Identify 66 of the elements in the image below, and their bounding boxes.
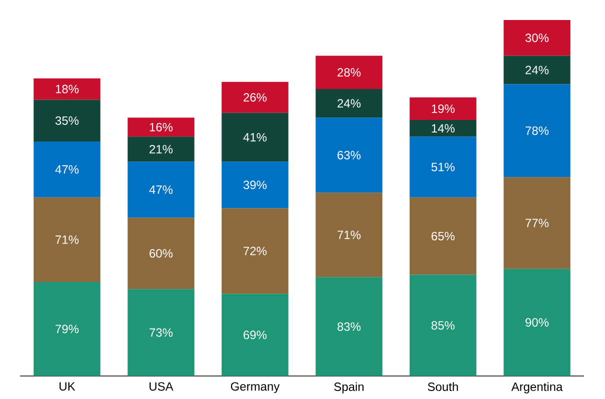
bar xyxy=(128,118,194,137)
data-label: 63% xyxy=(338,150,361,160)
data-label: 90% xyxy=(526,318,549,327)
x-tick-label: UK xyxy=(60,382,76,391)
bar xyxy=(128,136,194,162)
data-label: 65% xyxy=(432,232,455,240)
data-label: 35% xyxy=(55,116,79,125)
data-label: 83% xyxy=(338,322,361,331)
bar xyxy=(34,282,100,376)
bar xyxy=(222,208,288,294)
bar xyxy=(34,141,100,198)
bar xyxy=(316,118,382,193)
bar xyxy=(410,274,476,376)
bar xyxy=(128,289,194,376)
data-label: 69% xyxy=(244,330,267,340)
data-label: 71% xyxy=(56,235,79,244)
bar xyxy=(410,136,476,198)
bar xyxy=(504,56,570,84)
bar xyxy=(316,277,382,376)
bar xyxy=(316,56,382,90)
data-label: 14% xyxy=(432,124,455,133)
data-label: 47% xyxy=(149,185,173,194)
data-label: 30% xyxy=(525,34,549,42)
bar xyxy=(410,197,476,275)
data-label: 51% xyxy=(431,162,455,172)
data-label: 39% xyxy=(243,180,267,190)
data-label: 21% xyxy=(150,144,173,154)
bar xyxy=(504,84,570,178)
bar xyxy=(128,162,194,218)
data-label: 19% xyxy=(432,104,455,113)
bar xyxy=(504,177,570,269)
bar xyxy=(222,82,288,113)
x-tick-label: Argentina xyxy=(511,382,563,394)
bar xyxy=(316,192,382,278)
data-label: 24% xyxy=(338,99,361,108)
bar xyxy=(34,100,100,142)
data-label: 28% xyxy=(338,68,361,77)
data-label: 71% xyxy=(338,230,361,240)
bar xyxy=(222,294,288,376)
data-label: 16% xyxy=(150,122,173,132)
bar xyxy=(504,20,570,56)
data-label: 77% xyxy=(526,218,549,228)
bar xyxy=(34,78,100,100)
x-tick-label: Germany xyxy=(230,382,280,394)
bar xyxy=(504,268,570,376)
data-label: 79% xyxy=(56,324,79,334)
data-label: 72% xyxy=(244,246,267,256)
bar xyxy=(222,112,288,162)
data-label: 24% xyxy=(526,66,549,74)
x-tick-label: South xyxy=(428,382,458,392)
x-tick-label: USA xyxy=(150,382,174,391)
data-label: 78% xyxy=(526,126,549,135)
bar xyxy=(410,120,476,137)
bar xyxy=(222,162,288,208)
data-label: 26% xyxy=(244,93,267,102)
bar xyxy=(316,89,382,118)
data-label: 73% xyxy=(150,328,173,337)
bar xyxy=(34,197,100,282)
bar xyxy=(128,218,194,290)
bar xyxy=(410,97,476,120)
data-label: 41% xyxy=(243,133,267,142)
data-label: 60% xyxy=(150,249,173,258)
x-tick-label: Spain xyxy=(334,382,364,394)
data-label: 18% xyxy=(56,84,79,94)
data-label: 47% xyxy=(55,165,79,174)
data-label: 85% xyxy=(432,321,455,330)
